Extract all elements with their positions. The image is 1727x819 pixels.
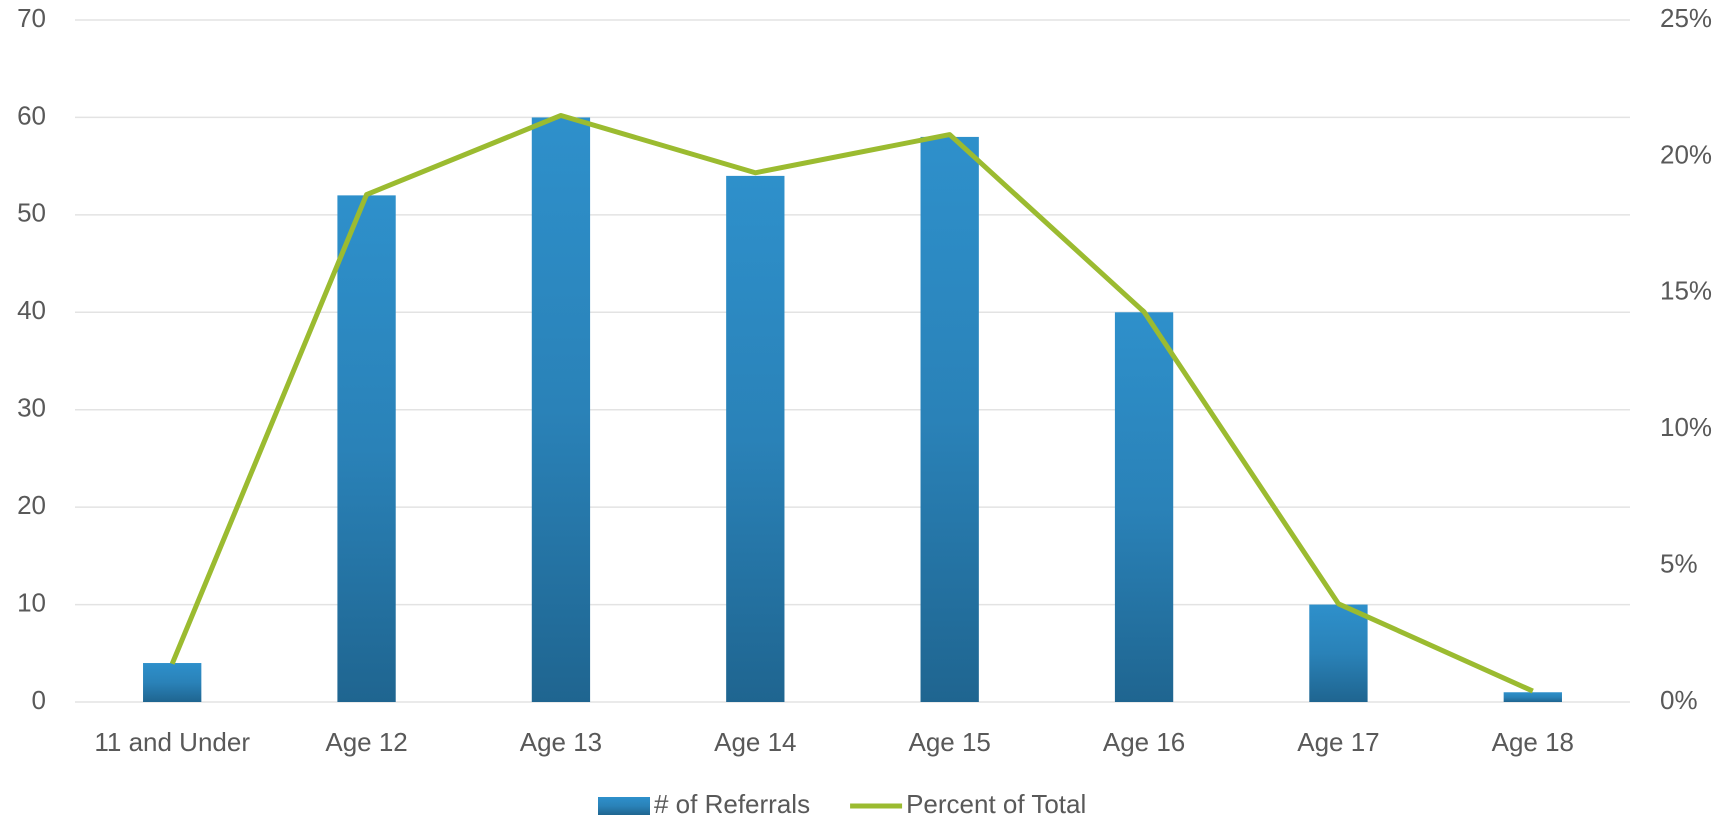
legend-label: # of Referrals <box>654 789 810 819</box>
y-tick-label: 70 <box>17 3 46 33</box>
x-tick-label: Age 14 <box>714 727 796 757</box>
x-tick-label: Age 16 <box>1103 727 1185 757</box>
bar <box>143 663 202 702</box>
y-tick-label: 0 <box>32 685 46 715</box>
y2-tick-label: 0% <box>1660 685 1698 715</box>
y-tick-label: 40 <box>17 295 46 325</box>
y2-tick-label: 15% <box>1660 276 1712 306</box>
x-tick-label: Age 13 <box>520 727 602 757</box>
bar <box>726 175 785 702</box>
bar <box>337 195 396 702</box>
x-tick-label: Age 18 <box>1492 727 1574 757</box>
y2-tick-label: 20% <box>1660 139 1712 169</box>
y2-tick-label: 10% <box>1660 412 1712 442</box>
y2-tick-label: 25% <box>1660 3 1712 33</box>
line <box>169 112 1534 694</box>
y-tick-label: 20 <box>17 490 46 520</box>
bar <box>920 136 979 702</box>
bar <box>531 117 591 702</box>
y2-tick-label: 5% <box>1660 548 1698 578</box>
x-tick-label: Age 12 <box>325 727 407 757</box>
y-tick-label: 60 <box>17 100 46 130</box>
y-tick-label: 10 <box>17 587 46 617</box>
x-tick-label: Age 15 <box>908 727 990 757</box>
bar <box>1503 692 1562 702</box>
y-tick-label: 30 <box>17 393 46 423</box>
legend-swatch <box>598 797 650 815</box>
bar <box>1114 312 1174 702</box>
bar <box>1309 604 1368 702</box>
x-tick-label: 11 and Under <box>94 727 250 757</box>
y-tick-label: 50 <box>17 198 46 228</box>
x-tick-label: Age 17 <box>1297 727 1379 757</box>
legend-label: Percent of Total <box>906 789 1086 819</box>
